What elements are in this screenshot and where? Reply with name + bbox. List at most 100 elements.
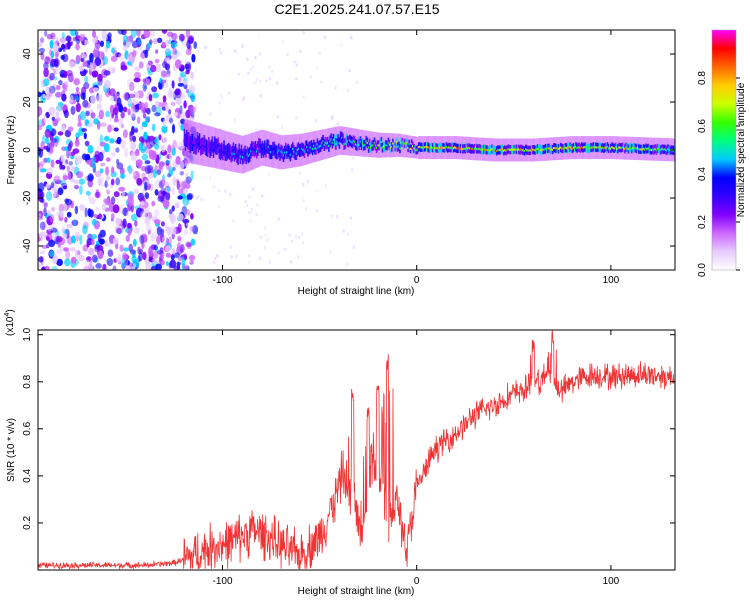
ridge-peak [409, 147, 412, 150]
ridge-peak [593, 146, 596, 149]
ridge-peak [427, 146, 429, 149]
noise-cell [144, 192, 149, 200]
ridge-peak [650, 149, 653, 152]
ridge-peak [191, 141, 194, 144]
ridge-peak [339, 136, 342, 139]
noise-cell [132, 50, 137, 58]
noise-cell [302, 199, 305, 203]
ridge-peak [575, 145, 577, 148]
ridge-peak [469, 147, 471, 150]
ridge-peak [225, 152, 228, 155]
ridge-peak [296, 148, 299, 152]
ridge-peak [406, 142, 408, 145]
noise-cell [170, 254, 175, 260]
ridge-peak [590, 146, 593, 149]
ridge-peak [610, 147, 612, 150]
noise-cell [167, 31, 174, 38]
noise-cell [134, 219, 138, 227]
snr-frame [37, 329, 676, 571]
ridge-peak [629, 146, 632, 149]
noise-cell [61, 182, 68, 188]
noise-cell [40, 37, 44, 43]
ridge-peak [344, 142, 347, 145]
y-tick-label: 20 [22, 96, 33, 108]
y-tick-label: 0.6 [22, 421, 33, 435]
noise-cell [130, 30, 137, 38]
ridge-peak [328, 144, 330, 147]
noise-cell [330, 114, 334, 119]
noise-cell [79, 111, 87, 121]
noise-cell [248, 210, 251, 215]
noise-cell [295, 63, 298, 67]
noise-cell [52, 138, 58, 143]
noise-cell [147, 229, 151, 235]
noise-cell [146, 142, 151, 149]
noise-cell [248, 195, 251, 199]
noise-cell [348, 68, 351, 73]
noise-cell [334, 86, 337, 90]
noise-cell [77, 250, 81, 256]
noise-cell [323, 35, 327, 40]
ridge-peak [611, 145, 614, 149]
noise-cell [89, 174, 94, 181]
noise-cell [105, 157, 111, 162]
ridge-peak [455, 146, 457, 149]
ridge-peak [525, 148, 527, 151]
noise-cell [152, 38, 158, 45]
ridge-peak [515, 148, 518, 151]
ridge-peak [639, 148, 642, 151]
ridge-peak [560, 146, 562, 149]
ridge-peak [382, 144, 385, 148]
ridge-peak [466, 147, 469, 150]
noise-cell [52, 43, 58, 53]
noise-cell [120, 111, 125, 119]
noise-cell [150, 150, 157, 161]
noise-cell [171, 248, 175, 254]
ridge-peak [407, 146, 410, 149]
noise-cell [294, 77, 298, 81]
noise-cell [136, 178, 143, 186]
noise-cell [254, 55, 257, 60]
noise-cell [46, 33, 53, 40]
ridge-peak [606, 145, 609, 148]
ridge-peak [562, 147, 565, 150]
ridge-peak [445, 145, 448, 149]
noise-cell [50, 182, 55, 189]
noise-cell [144, 49, 149, 59]
noise-cell [74, 205, 79, 215]
ridge-peak [512, 148, 515, 151]
noise-cell [157, 101, 163, 108]
ridge-peak [527, 149, 530, 152]
ridge-peak [264, 146, 266, 149]
noise-cell [149, 30, 156, 38]
noise-cell [74, 185, 79, 190]
noise-cell [155, 263, 163, 270]
noise-cell [40, 197, 45, 203]
noise-cell [86, 159, 92, 165]
ridge-peak [281, 151, 284, 154]
ridge-peak [325, 142, 328, 145]
y-tick-label: -40 [22, 238, 33, 253]
noise-cell [165, 113, 173, 123]
ridge-peak [518, 148, 520, 151]
ridge-peak [433, 145, 435, 149]
ridge-peak [582, 146, 584, 150]
noise-cell [144, 116, 150, 123]
snr-scale-label: (x104) [4, 309, 16, 336]
ridge-peak [315, 147, 318, 150]
noise-cell [81, 128, 87, 132]
noise-cell [63, 80, 69, 85]
ridge-peak [636, 146, 639, 149]
ridge-peak [554, 146, 556, 149]
noise-cell [72, 219, 77, 227]
noise-cell [51, 206, 55, 212]
ridge-peak [441, 147, 443, 150]
noise-cell [46, 167, 54, 175]
noise-cell [120, 173, 125, 180]
noise-cell [56, 258, 63, 266]
ridge-peak [598, 146, 601, 149]
ridge-peak [473, 147, 476, 150]
ridge-peak [500, 148, 503, 151]
noise-cell [217, 205, 220, 209]
noise-cell [41, 118, 46, 127]
